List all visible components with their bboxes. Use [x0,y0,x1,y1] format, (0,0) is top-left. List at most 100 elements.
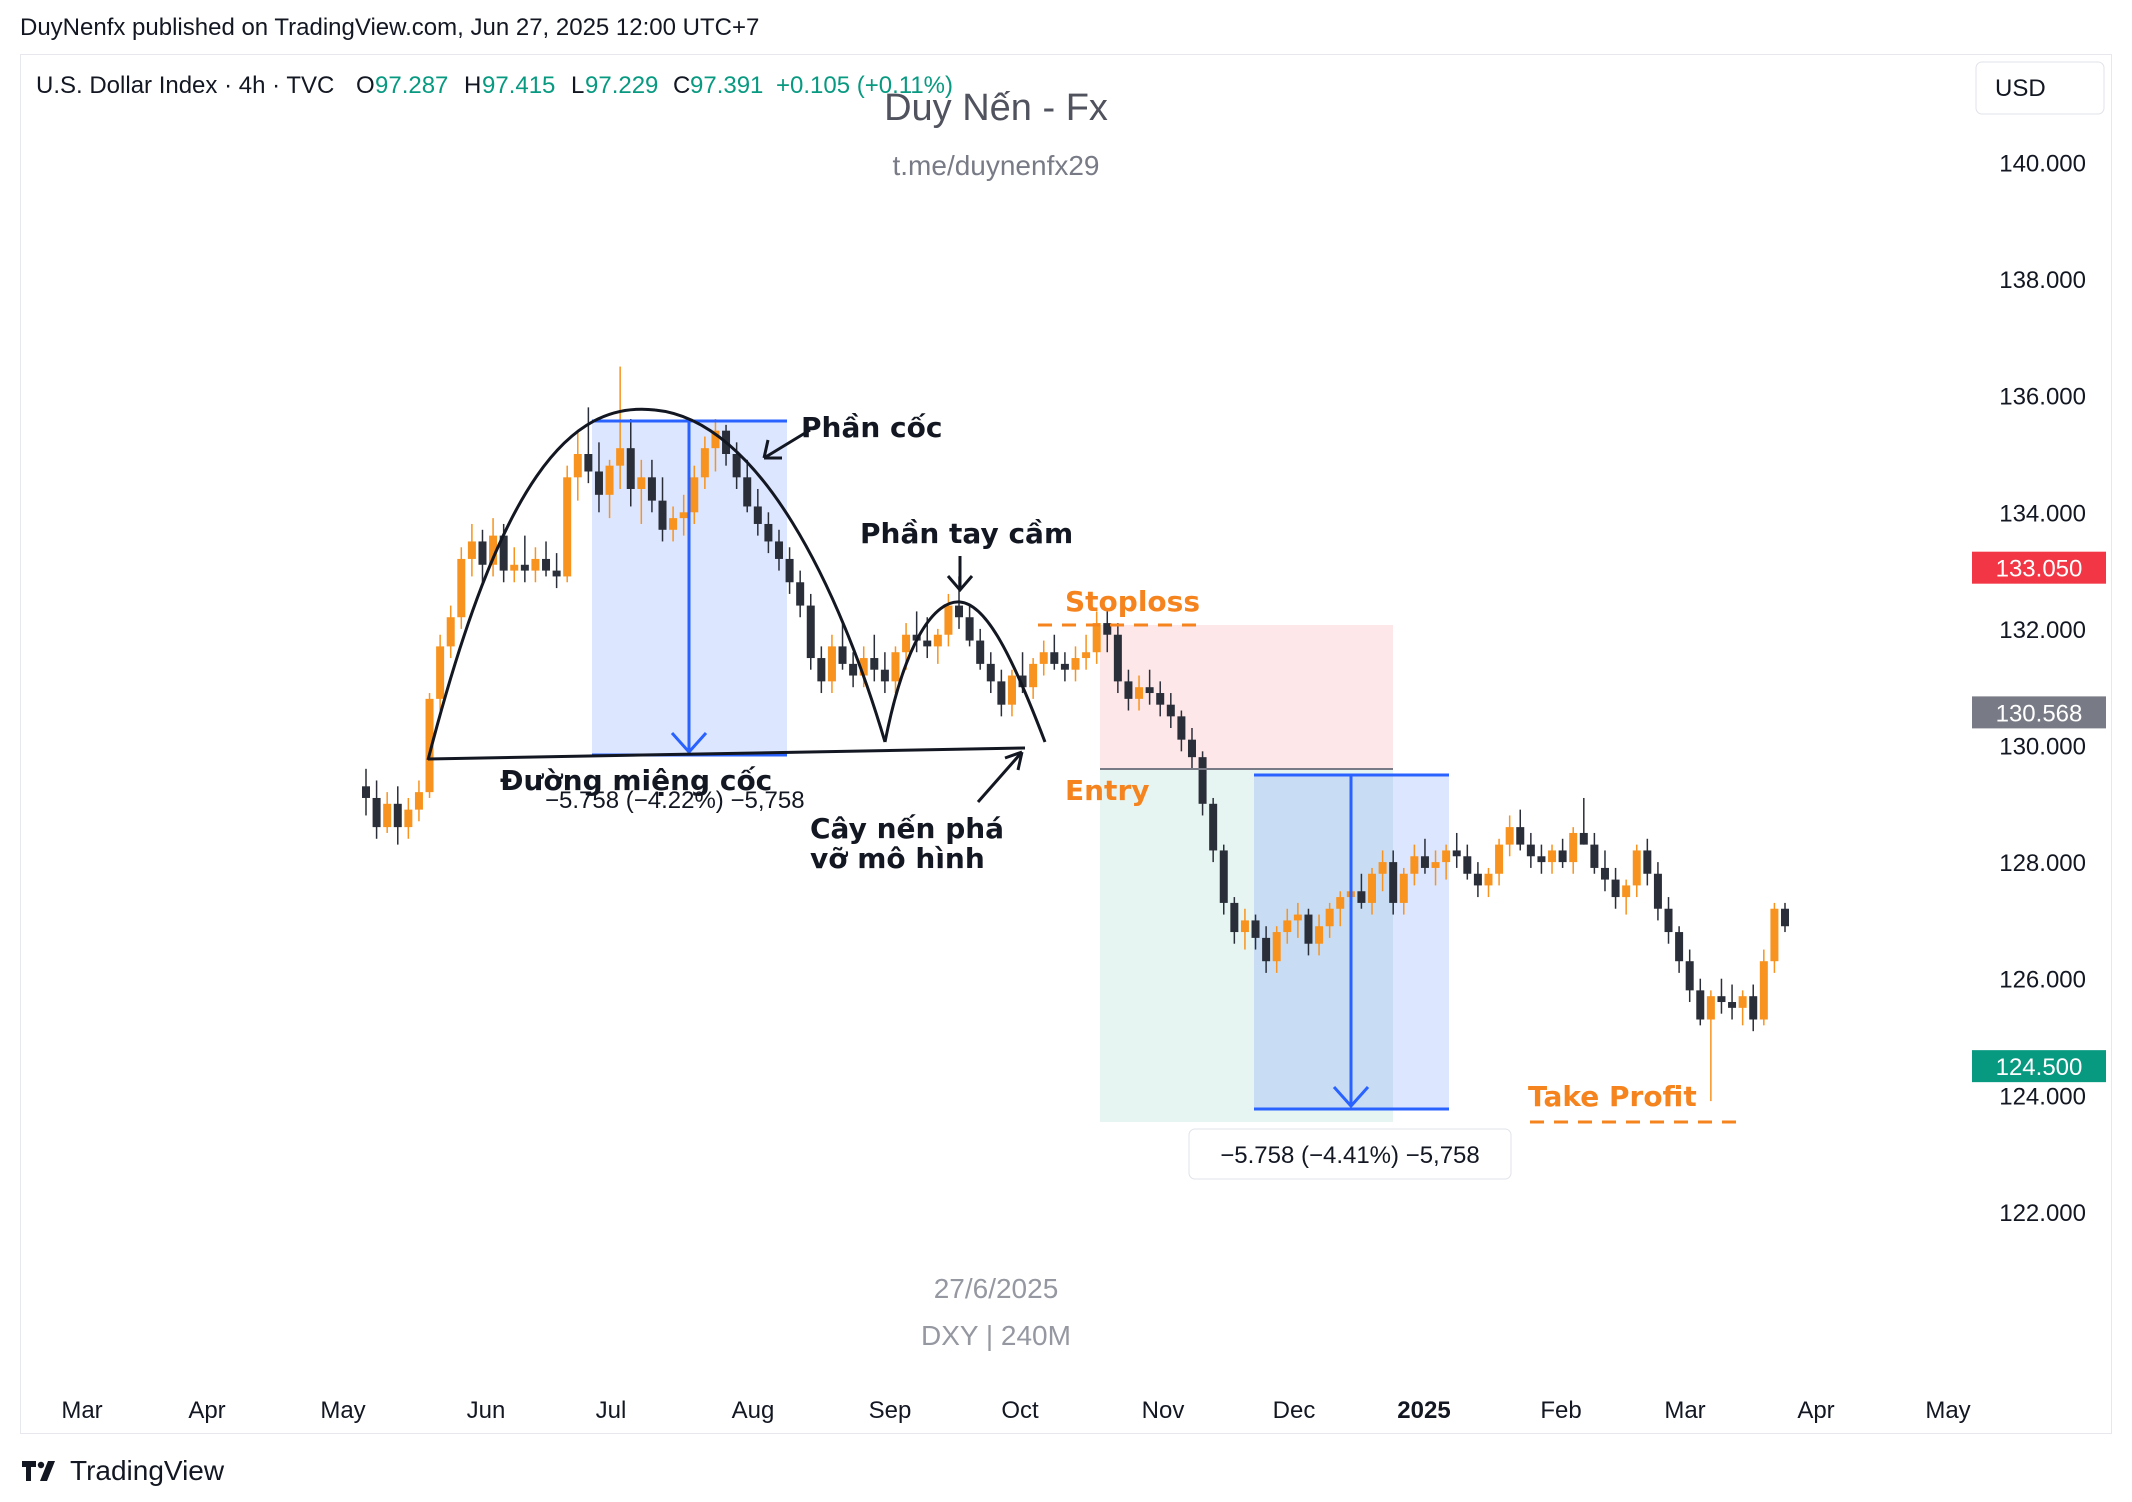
price-badge: 124.500 [1972,1050,2106,1083]
x-tick-label: Dec [1273,1397,1316,1424]
candle [1738,990,1747,1026]
candle [362,768,370,816]
cup-label: Phần cốc [801,411,942,444]
candle [1293,902,1302,938]
candle [531,547,540,583]
candle [393,786,402,845]
candle [1759,949,1768,1026]
watermark-title: Duy Nến - Fx [884,87,1108,129]
candle [436,634,445,711]
x-tick-label: Feb [1540,1397,1581,1424]
candle [711,419,720,472]
candle [1410,844,1419,886]
candle [870,634,879,682]
ohlc-header: U.S. Dollar Index · 4h · TVC O 97.287 H … [36,72,953,99]
currency-button[interactable]: USD [1975,61,2105,115]
price-axis[interactable]: 140.000 138.000 136.000 134.000 132.000 130.0… [1999,151,2086,1227]
candle [1505,815,1514,857]
candle [1272,926,1281,973]
candle [1082,634,1091,670]
candle [446,605,455,659]
breakout-label-1: Cây nến phá [810,812,1004,845]
cup-handle-drawing [426,407,1047,803]
candle [986,652,995,694]
price-badge: 130.568 [1972,696,2106,729]
candle [1240,908,1249,950]
cup-arrow [762,428,811,460]
candle [1706,990,1715,1102]
close-label: C [673,72,690,99]
candle [1653,862,1662,921]
candle [679,494,688,536]
y-tick-label: 130.000 [1999,734,2086,761]
x-tick-label: Aug [732,1397,775,1424]
candle [1071,646,1080,682]
candle [764,512,773,554]
candle [1251,914,1260,950]
y-tick-label: 126.000 [1999,967,2086,994]
candle [1696,978,1705,1026]
price-badge-label: 124.500 [1996,1054,2083,1081]
candle [1283,908,1292,944]
candle [1431,850,1440,886]
candle [1484,867,1493,898]
x-tick-label: May [320,1397,365,1424]
watermark-date: 27/6/2025 [934,1273,1059,1304]
tradingview-logo-icon [22,1461,55,1481]
handle-arrow [946,556,974,593]
candle [383,792,392,833]
chart-frame [20,54,2112,1434]
low-label: L [571,72,584,99]
candle [1548,844,1557,874]
candle [1675,926,1684,973]
x-tick-label: Apr [1797,1397,1834,1424]
candle [372,780,381,839]
x-tick-label: Jul [596,1397,627,1424]
high-label: H [464,72,481,99]
candle [404,797,413,839]
symbol-label: U.S. Dollar Index · 4h · TVC [36,72,334,99]
candles [362,366,1789,1102]
candle [838,623,847,670]
time-axis[interactable]: Mar Apr May Jun Jul Aug Sep Oct Nov Dec 2025 Feb Mar… [61,1397,1970,1424]
candle [563,465,572,583]
candle [891,646,900,694]
measure-lines-target [1254,773,1449,1111]
candle [637,459,646,524]
candle [1219,844,1228,915]
candle [743,459,752,513]
candle [1135,675,1144,711]
candle [605,459,614,519]
candle [1728,984,1737,1020]
candle [1495,838,1504,886]
candle [457,547,466,629]
entry-label: Entry [1065,774,1150,807]
candle [1420,838,1429,874]
candle [849,652,858,688]
candle [510,547,519,583]
breakout-arrow [976,750,1024,803]
candle [1315,914,1324,956]
footer: TradingView [20,1455,224,1487]
neckline-label: Đường miệng cốc [500,764,772,797]
candle [1113,623,1122,694]
y-tick-label: 134.000 [1999,500,2086,527]
open-label: O [356,72,375,99]
candle [1516,809,1525,851]
candle [997,669,1006,717]
candle [1209,797,1218,863]
candle [1103,611,1112,653]
watermark-link: t.me/duynenfx29 [892,150,1099,181]
price-badge: 133.050 [1972,551,2106,584]
candle [1029,658,1038,699]
candle [1749,984,1758,1032]
stoploss-zone [1100,625,1393,769]
x-tick-label: Sep [869,1397,912,1424]
candle [1590,832,1599,874]
x-tick-label: May [1925,1397,1970,1424]
candle [817,646,826,694]
candle [1717,978,1726,1014]
candle [1579,797,1588,845]
candle [1145,669,1154,705]
